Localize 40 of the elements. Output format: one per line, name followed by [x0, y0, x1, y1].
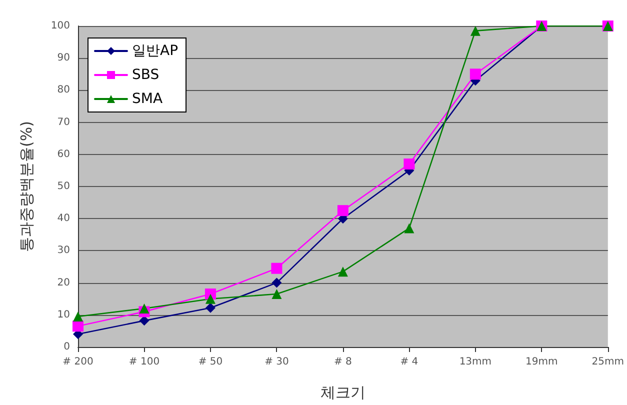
- y-axis-title: 통과중량백분율(%): [18, 121, 36, 252]
- y-tick-label: 20: [57, 277, 70, 288]
- point: [272, 278, 282, 288]
- point: [72, 320, 84, 332]
- x-tick-label: 25mm: [592, 356, 624, 368]
- x-tick-label: # 100: [128, 356, 160, 368]
- y-tick-label: 80: [57, 84, 70, 96]
- legend-label: SBS: [132, 67, 160, 83]
- point: [404, 223, 414, 234]
- x-tick-label: # 50: [198, 356, 223, 368]
- point: [272, 289, 282, 300]
- y-tick-label: 70: [57, 116, 70, 128]
- y-tick-label: 60: [57, 148, 70, 160]
- point: [470, 26, 480, 36]
- y-tick-label: 90: [57, 52, 70, 64]
- point: [205, 294, 216, 304]
- y-tick-label: 0: [64, 342, 70, 352]
- x-tick-label: # 200: [62, 356, 94, 368]
- point: [139, 303, 150, 314]
- point: [470, 68, 481, 80]
- point: [337, 205, 348, 216]
- y-tick-label: 50: [57, 181, 70, 192]
- legend-label: SMA: [132, 91, 163, 107]
- x-tick-label: 13mm: [459, 356, 492, 368]
- point: [404, 158, 415, 170]
- legend-label: 일반AP: [132, 43, 178, 59]
- x-tick-label: # 30: [264, 356, 289, 368]
- point: [271, 262, 282, 274]
- y-tick-label: 100: [50, 20, 70, 32]
- point: [139, 316, 150, 326]
- y-tick-label: 40: [57, 213, 70, 224]
- x-tick-label: # 4: [400, 356, 418, 368]
- point: [338, 266, 348, 277]
- y-tick-label: 30: [57, 245, 70, 256]
- y-tick-label: 10: [57, 309, 70, 320]
- point: [73, 312, 83, 322]
- x-tick-label: # 8: [334, 356, 352, 368]
- point: [205, 302, 216, 313]
- x-axis-title: 체크기: [320, 384, 366, 402]
- x-tick-label: 19mm: [526, 356, 558, 368]
